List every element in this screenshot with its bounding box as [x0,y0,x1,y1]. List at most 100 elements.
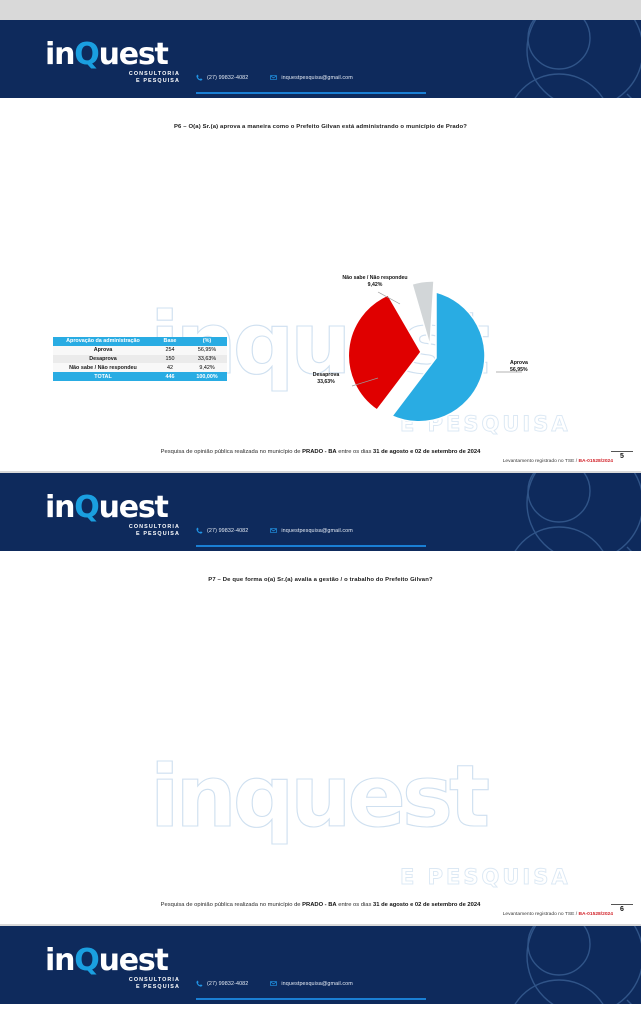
table-row: Desaprova 150 33,63% [53,354,227,364]
table-header-category: Aprovação da administração [53,337,153,346]
footer-registry-prefix: Levantamento registrado no TSE / [502,912,579,917]
pie-chart: Não sabe / Não respondeu 9,42% Desaprova… [300,274,570,434]
cell-total-pct: 100,00% [187,372,227,381]
pie-slice-aprova[interactable] [390,291,486,423]
table-header-row: Aprovação da administração Base (%) [53,337,227,346]
logo-q-magnifier-icon: Q [74,943,100,978]
logo-prefix: in [45,37,75,72]
table-header-base: Base [153,337,187,346]
footer-city: PRADO - BA [302,449,337,455]
logo-subtitle-line2: E PESQUISA [136,984,180,990]
header-divider [196,998,426,1000]
contact-phone[interactable]: (27) 99832-4082 [196,980,248,987]
logo-q-magnifier-icon: Q [74,37,100,72]
contact-email[interactable]: inquestpesquisa@gmail.com [270,980,353,987]
cell-pct: 9,42% [187,363,227,373]
logo-subtitle-line1: CONSULTORIA [128,524,180,530]
question-title: P7 – De que forma o(a) Sr.(a) avalia a g… [208,577,433,583]
logo-q-magnifier-icon: Q [74,490,100,525]
pie-label-naosabe-text: Não sabe / Não respondeu [342,275,408,281]
contact-bar: (27) 99832-4082 inquestpesquisa@gmail.co… [196,527,353,534]
footer-registry: Levantamento registrado no TSE / BA-0152… [503,912,613,917]
contact-email[interactable]: inquestpesquisa@gmail.com [270,527,353,534]
logo-prefix: in [45,943,75,978]
pie-label-desaprova-value: 33,63% [317,379,335,385]
magnifier-person-decoration-icon [514,20,641,98]
footer-registry: Levantamento registrado no TSE / BA-0152… [503,459,613,464]
logo-subtitle: CONSULTORIA E PESQUISA [45,977,180,991]
phone-icon [196,74,203,81]
table-total-row: TOTAL 446 100,00% [53,372,227,381]
header-divider [196,545,426,547]
header-divider [196,92,426,94]
contact-email-text: inquestpesquisa@gmail.com [281,74,353,81]
magnifier-person-decoration-icon [514,926,641,1004]
logo-subtitle: CONSULTORIA E PESQUISA [45,71,180,85]
logo-suffix: uest [98,490,169,525]
contact-phone-text: (27) 99832-4082 [207,74,249,81]
table-row: Aprova 254 56,95% [53,345,227,355]
page-number: 5 [611,451,633,460]
cell-total-label: TOTAL [53,372,153,381]
contact-email-text: inquestpesquisa@gmail.com [281,980,353,987]
logo-subtitle: CONSULTORIA E PESQUISA [45,524,180,538]
logo-subtitle-line1: CONSULTORIA [128,977,180,983]
footer-note: Pesquisa de opinião pública realizada no… [0,902,641,908]
pie-label-aprova-value: 56,95% [510,367,528,373]
magnifier-person-decoration-icon [514,473,641,551]
footer-registry-code: BA-01528/2024 [578,459,613,464]
contact-phone[interactable]: (27) 99832-4082 [196,527,248,534]
cell-label: Aprova [53,345,153,355]
pie-leader-line-naosabe [377,291,401,305]
footer-registry-prefix: Levantamento registrado no TSE / [502,459,579,464]
results-table: Aprovação da administração Base (%) Apro… [53,337,227,381]
watermark: inquest E PESQUISA [149,746,620,889]
footer-middle: entre os dias [336,902,374,908]
pie-chart-svg [347,280,522,423]
footer-note: Pesquisa de opinião pública realizada no… [0,449,641,455]
page-number: 6 [611,904,633,913]
contact-phone-text: (27) 99832-4082 [207,980,249,987]
logo-wordmark: inQuest [45,493,180,523]
pie-label-naosabe: Não sabe / Não respondeu 9,42% [338,275,412,289]
cell-pct: 56,95% [187,345,227,355]
logo-subtitle-line2: E PESQUISA [136,531,180,537]
slide-body: P7 – De que forma o(a) Sr.(a) avalia a g… [0,551,641,924]
pie-leader-line-desaprova [351,377,379,387]
logo-suffix: uest [98,37,169,72]
brand-logo[interactable]: inQuest CONSULTORIA E PESQUISA [45,40,180,85]
cell-base: 42 [153,363,187,373]
footer-registry-code: BA-01528/2024 [578,912,613,917]
logo-suffix: uest [98,943,169,978]
question-title: P6 – O(a) Sr.(a) aprova a maneira como o… [173,124,468,130]
footer-dates: 31 de agosto e 02 de setembro de 2024 [373,449,481,455]
cell-pct: 33,63% [187,354,227,364]
watermark-subtext: E PESQUISA [400,865,571,890]
page-footer: Pesquisa de opinião pública realizada no… [0,902,641,917]
table-header-pct: (%) [187,337,227,346]
contact-phone[interactable]: (27) 99832-4082 [196,74,248,81]
contact-phone-text: (27) 99832-4082 [207,527,249,534]
email-icon [270,527,278,534]
footer-prefix: Pesquisa de opinião pública realizada no… [160,449,303,455]
pie-label-desaprova-text: Desaprova [312,372,340,378]
slide-page-next-partial: inQuest CONSULTORIA E PESQUISA (27) 9983… [0,926,641,1024]
page-header: inQuest CONSULTORIA E PESQUISA (27) 9983… [0,926,641,1004]
pie-label-aprova-text: Aprova [510,360,528,366]
phone-icon [196,980,203,987]
brand-logo[interactable]: inQuest CONSULTORIA E PESQUISA [45,946,180,991]
page-header: inQuest CONSULTORIA E PESQUISA (27) 9983… [0,473,641,551]
contact-bar: (27) 99832-4082 inquestpesquisa@gmail.co… [196,980,353,987]
logo-wordmark: inQuest [45,946,180,976]
pie-label-naosabe-value: 9,42% [367,282,383,288]
brand-logo[interactable]: inQuest CONSULTORIA E PESQUISA [45,493,180,538]
footer-dates: 31 de agosto e 02 de setembro de 2024 [373,902,481,908]
pie-slice-naosabe[interactable] [411,280,435,347]
table-row: Não sabe / Não respondeu 42 9,42% [53,363,227,373]
contact-email-text: inquestpesquisa@gmail.com [281,527,353,534]
email-icon [270,980,278,987]
contact-email[interactable]: inquestpesquisa@gmail.com [270,74,353,81]
cell-label: Não sabe / Não respondeu [53,363,153,373]
pie-label-desaprova: Desaprova 33,63% [294,372,358,386]
footer-middle: entre os dias [336,449,374,455]
